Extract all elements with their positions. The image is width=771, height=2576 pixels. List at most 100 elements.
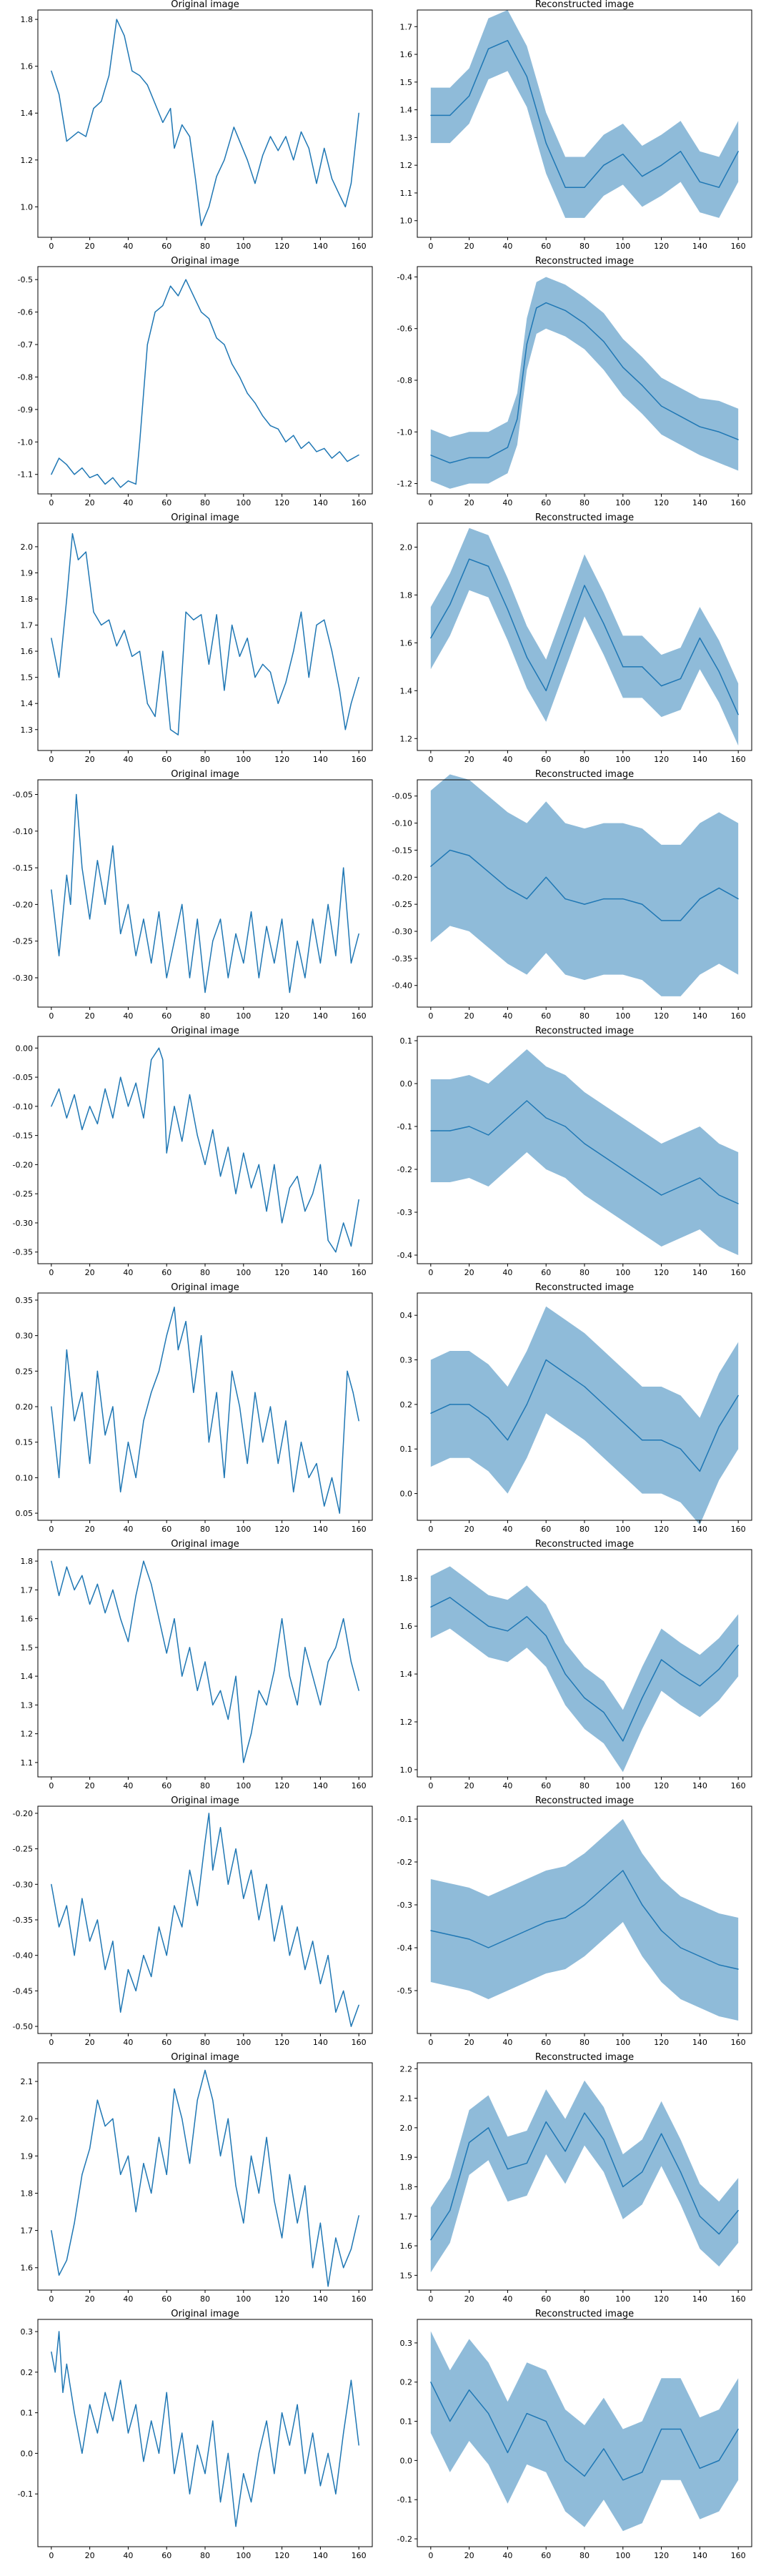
chart-6-x-tick-label: 20 — [464, 755, 474, 764]
chart-2-x-tick-label: 60 — [541, 242, 551, 251]
chart-15-data-point — [166, 1955, 167, 1956]
chart-12: Reconstructed image 0 20 40 60 80 100 120 140 160… — [400, 1282, 752, 1534]
chart-6-data-point — [660, 685, 662, 687]
chart-18-data-point — [584, 2112, 585, 2114]
chart-8-data-point — [545, 876, 547, 878]
chart-11-x-tick-label: 120 — [274, 1525, 289, 1534]
chart-12-data-point — [718, 1426, 720, 1427]
chart-5-data-point — [162, 650, 164, 652]
chart-5-data-point — [139, 650, 141, 652]
chart-1-y-tick-label: 1.2 — [21, 156, 34, 165]
chart-9-x-tick-label: 100 — [236, 1268, 251, 1277]
chart-20-x-tick-label: 20 — [464, 2551, 474, 2560]
chart-4-x-tick-label: 140 — [692, 498, 707, 507]
chart-5-data-point — [177, 734, 179, 735]
chart-13-y-tick-label: 1.3 — [21, 1700, 34, 1710]
chart-16-y-tick-label: -0.5 — [397, 1986, 412, 1996]
chart-13-data-point — [181, 1675, 183, 1677]
chart-1-y-tick-label: 1.6 — [21, 62, 34, 71]
chart-8-data-point — [449, 849, 451, 851]
chart-13-x-tick-label: 100 — [236, 1781, 251, 1790]
chart-16-y-tick-label: -0.2 — [397, 1858, 412, 1867]
chart-8-y-tick-label: -0.30 — [392, 927, 412, 936]
chart-15-x-tick-label: 20 — [85, 2038, 95, 2047]
chart-1-data-point — [285, 136, 287, 137]
chart-17-data-point — [327, 2286, 329, 2287]
chart-1-data-point — [339, 194, 340, 196]
chart-11-series-line — [51, 1307, 359, 1514]
chart-18-data-point — [622, 2186, 624, 2188]
chart-10-data-point — [507, 1117, 509, 1119]
chart-9-x-tick-label: 80 — [200, 1268, 210, 1277]
chart-3-data-point — [169, 285, 171, 287]
chart-8-x-tick-label: 60 — [541, 1011, 551, 1021]
chart-7-data-point — [66, 874, 67, 876]
chart-19-data-point — [204, 2473, 206, 2475]
chart-11-y-tick-label: 0.35 — [16, 1296, 34, 1305]
chart-2-data-point — [564, 187, 566, 188]
chart-17-y-tick-label: 1.8 — [21, 2189, 34, 2198]
chart-11-x-tick-label: 0 — [49, 1525, 54, 1534]
chart-17-data-point — [81, 2174, 83, 2175]
chart-6-y-tick-label: 1.2 — [400, 734, 413, 743]
chart-14-data-point — [487, 1625, 489, 1627]
chart-10-y-tick-label: -0.4 — [397, 1251, 412, 1260]
chart-19-x-tick-label: 0 — [49, 2551, 54, 2560]
chart-19-title: Original image — [171, 2309, 239, 2319]
chart-5-x-tick-label: 140 — [313, 755, 328, 764]
chart-19-x-tick-label: 160 — [352, 2551, 367, 2560]
chart-7-plot-area — [38, 780, 372, 1007]
chart-2-data-point — [737, 151, 739, 152]
chart-18-y-tick-label: 2.1 — [400, 2094, 413, 2104]
chart-20-data-point — [449, 2420, 451, 2422]
chart-5: Original image 0 20 40 60 80 100 120 140 160 1.3 1.… — [21, 512, 373, 764]
chart-9-y-tick-label: -0.10 — [13, 1102, 33, 1111]
chart-20-data-point — [603, 2448, 605, 2449]
chart-19-data-point — [235, 2526, 237, 2527]
chart-16-x-tick-label: 40 — [502, 2038, 512, 2047]
chart-5-x-tick-label: 120 — [274, 755, 289, 764]
chart-13-y-tick-label: 1.8 — [21, 1557, 34, 1566]
chart-3-data-point — [262, 415, 264, 417]
chart-13-data-point — [289, 1675, 290, 1677]
chart-19-data-point — [289, 2444, 290, 2446]
chart-1-data-point — [139, 75, 141, 76]
chart-4-x-tick-label: 80 — [580, 498, 590, 507]
chart-6-x-tick-label: 0 — [428, 755, 433, 764]
chart-14-x-tick-label: 140 — [692, 1781, 707, 1790]
chart-14-x-tick-label: 80 — [580, 1781, 590, 1790]
chart-17-plot-area — [38, 2063, 372, 2290]
chart-13-data-point — [235, 1675, 237, 1677]
chart-15-x-tick-label: 160 — [352, 2038, 367, 2047]
chart-10-data-point — [718, 1194, 720, 1196]
chart-20-x-tick-label: 160 — [731, 2551, 746, 2560]
chart-12-data-point — [449, 1404, 451, 1405]
chart-14-x-tick-label: 60 — [541, 1781, 551, 1790]
chart-9-data-point — [343, 1222, 344, 1224]
chart-16-data-point — [622, 1870, 624, 1871]
chart-15-data-point — [96, 1919, 98, 1921]
chart-19-data-point — [212, 2420, 214, 2422]
chart-17-data-point — [297, 2222, 298, 2224]
chart-5-y-tick-label: 2.0 — [21, 543, 34, 552]
chart-8-y-tick-label: -0.15 — [392, 846, 412, 855]
chart-1-x-tick-label: 100 — [236, 242, 251, 251]
chart-9-data-point — [289, 1187, 290, 1189]
chart-9-data-point — [162, 1059, 164, 1061]
chart-19-data-point — [166, 2392, 167, 2393]
chart-13-data-point — [96, 1583, 98, 1585]
chart-15-data-point — [227, 1883, 229, 1885]
chart-9-data-point — [243, 1152, 244, 1154]
chart-8-data-point — [564, 898, 566, 900]
chart-7: Original image 0 20 40 60 80 100 120 140 160 -0.30… — [13, 769, 373, 1021]
chart-20-y-tick-label: 0.0 — [400, 2456, 413, 2465]
chart-3-x-tick-label: 120 — [274, 498, 289, 507]
chart-14: Reconstructed image 0 20 40 60 80 100 120 140 160… — [400, 1539, 752, 1790]
chart-15-data-point — [289, 1955, 290, 1956]
chart-12-confidence-band — [430, 1306, 739, 1525]
chart-13-x-tick-label: 80 — [200, 1781, 210, 1790]
chart-18-x-tick-label: 100 — [615, 2294, 630, 2304]
chart-8-x-tick-label: 0 — [428, 1011, 433, 1021]
chart-2-data-point — [545, 142, 547, 144]
chart-11-y-tick-label: 0.15 — [16, 1438, 34, 1447]
